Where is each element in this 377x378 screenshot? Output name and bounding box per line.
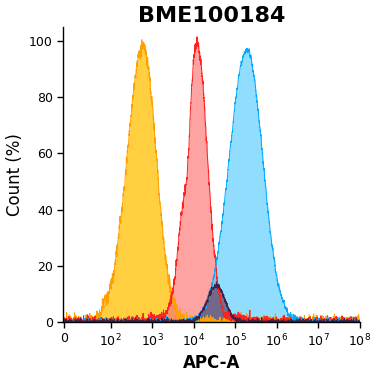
- Title: BME100184: BME100184: [138, 6, 285, 26]
- X-axis label: APC-A: APC-A: [183, 355, 241, 372]
- Y-axis label: Count (%): Count (%): [6, 133, 23, 216]
